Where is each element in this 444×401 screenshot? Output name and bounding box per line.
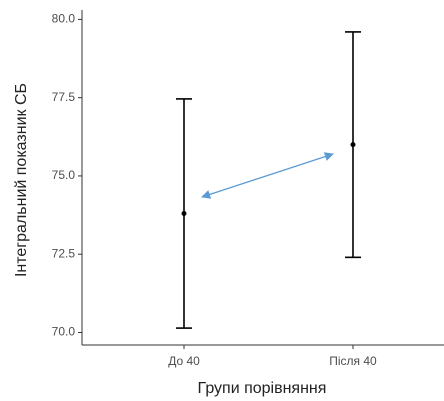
y-tick-label: 70.0 — [52, 325, 76, 339]
y-tick-label: 72.5 — [52, 246, 76, 260]
x-tick-label: Після 40 — [329, 354, 377, 368]
x-axis-title: Групи порівняння — [198, 380, 327, 397]
x-tick-label: До 40 — [168, 354, 200, 368]
y-tick-label: 75.0 — [52, 168, 76, 182]
point — [181, 211, 187, 217]
annotation-arrow — [201, 152, 334, 199]
point — [350, 142, 356, 148]
y-tick-label: 80.0 — [52, 12, 76, 26]
y-tick-label: 77.5 — [52, 90, 76, 104]
y-axis-title: Інтегральний показник СБ — [13, 83, 30, 277]
